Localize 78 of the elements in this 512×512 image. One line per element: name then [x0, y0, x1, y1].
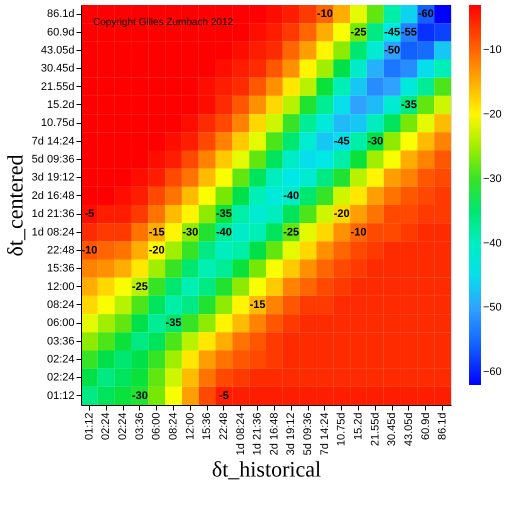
x-tick-label: 86.1d — [436, 412, 449, 440]
annotation: -5 — [84, 208, 94, 220]
x-tick-label: 12:00 — [184, 412, 196, 440]
annotation: -35 — [166, 317, 182, 330]
y-tick-label: 86.1d — [46, 8, 74, 20]
y-tick-label: 1d 21:36 — [32, 208, 74, 220]
color-bar-label: −10 — [483, 44, 502, 56]
annotation: -25 — [350, 26, 366, 38]
x-tick-label: 10.75d — [336, 412, 348, 446]
y-tick-label: 22:48 — [46, 244, 74, 256]
annotation: -40 — [216, 226, 232, 238]
annotation: -15 — [148, 226, 165, 238]
annotation: -15 — [250, 299, 266, 311]
color-bar-label: −60 — [483, 366, 502, 378]
x-tick-label: 5d 09:36 — [302, 412, 314, 456]
annotation: -20 — [334, 208, 350, 220]
y-tick-label: 12:00 — [46, 280, 74, 293]
x-tick-label: 02:24 — [100, 412, 112, 440]
x-tick-label: 43.05d — [402, 412, 415, 446]
y-tick-label: 02:24 — [46, 372, 74, 384]
y-tick-label: 01:12 — [46, 390, 74, 402]
annotation: -55 — [401, 26, 417, 38]
x-tick-label: 60.9d — [420, 412, 432, 440]
color-bar-label: −40 — [483, 237, 502, 250]
y-tick-label: 2d 16:48 — [32, 190, 74, 202]
color-bar-label: −20 — [483, 108, 502, 120]
y-tick-label: 06:00 — [46, 317, 74, 330]
annotation: -25 — [132, 280, 148, 293]
annotation: Copyright Gilles Zumbach 2012 — [93, 17, 234, 28]
annotation: -45 — [384, 26, 400, 38]
y-tick-label: 15.2d — [46, 99, 74, 111]
x-tick-label: 21.55d — [369, 412, 382, 446]
x-tick-label: 1d 21:36 — [252, 412, 264, 456]
x-tick-label: 22:48 — [218, 412, 230, 440]
color-bar-label: −50 — [483, 302, 502, 314]
y-tick-label: 03:36 — [46, 335, 74, 348]
y-tick-label: 02:24 — [46, 354, 74, 366]
x-tick-label: 2d 16:48 — [268, 412, 280, 456]
y-tick-label: 60.9d — [46, 26, 74, 38]
annotation: -50 — [384, 44, 400, 56]
y-axis-title: δt_centered — [2, 154, 28, 256]
y-tick-label: 30.45d — [40, 62, 74, 75]
x-tick-label: 03:36 — [134, 412, 146, 440]
annotation: -35 — [216, 208, 232, 220]
y-tick-label: 3d 19:12 — [32, 172, 74, 184]
y-tick-label: 1d 08:24 — [32, 226, 74, 238]
x-tick-label: 30.45d — [386, 412, 398, 446]
annotation: -25 — [283, 226, 300, 238]
x-axis-title: δt_historical — [212, 456, 322, 482]
annotation: -20 — [148, 244, 165, 256]
annotation: -35 — [401, 99, 417, 111]
y-tick-label: 10.75d — [40, 117, 74, 130]
annotation: -60 — [418, 8, 434, 20]
annotation: -30 — [367, 135, 384, 148]
y-tick-label: 7d 14:24 — [32, 135, 74, 148]
annotation: -40 — [283, 190, 300, 202]
x-tick-label: 7d 14:24 — [318, 412, 331, 456]
x-tick-label: 01:12 — [83, 412, 96, 440]
annotation: -10 — [81, 244, 98, 256]
x-tick-label: 08:24 — [168, 412, 180, 440]
x-tick-label: 1d 08:24 — [234, 412, 247, 456]
x-tick-label: 15:36 — [201, 412, 214, 440]
x-tick-label: 15.2d — [352, 412, 364, 440]
y-tick-label: 5d 09:36 — [32, 154, 74, 166]
annotation: -5 — [219, 390, 229, 402]
y-tick-label: 21.55d — [40, 80, 74, 93]
annotation: -30 — [182, 226, 198, 238]
annotation: -10 — [350, 226, 366, 238]
x-tick-label: 06:00 — [150, 412, 163, 440]
color-bar-label: −30 — [483, 172, 502, 185]
y-tick-label: 15:36 — [46, 262, 74, 275]
x-tick-label: 02:24 — [117, 412, 130, 440]
annotation: -45 — [334, 135, 350, 148]
y-tick-label: 08:24 — [46, 299, 74, 311]
y-tick-label: 43.05d — [40, 44, 74, 56]
annotation: -10 — [316, 8, 333, 20]
x-tick-label: 3d 19:12 — [285, 412, 298, 456]
annotation: -30 — [132, 390, 148, 402]
